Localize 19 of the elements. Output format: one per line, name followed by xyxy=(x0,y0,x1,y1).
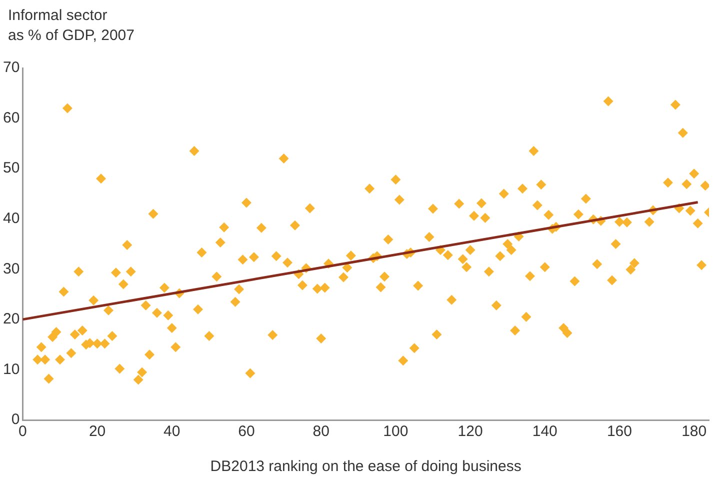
y-tick-label: 70 xyxy=(2,59,20,76)
y-tick-label: 40 xyxy=(2,210,20,227)
y-axis-title: Informal sector as % of GDP, 2007 xyxy=(8,6,134,46)
y-tick-label: 30 xyxy=(2,260,20,278)
y-tick-label: 0 xyxy=(11,411,20,428)
x-tick-label: 160 xyxy=(606,423,632,440)
y-tick-label: 60 xyxy=(2,109,20,126)
x-tick-label: 60 xyxy=(238,423,255,440)
x-tick-label: 100 xyxy=(383,423,408,440)
x-tick-label: 180 xyxy=(682,423,707,440)
x-tick-label: 120 xyxy=(458,423,483,440)
x-tick-label: 40 xyxy=(164,423,180,440)
x-tick-label: 80 xyxy=(312,423,330,440)
y-tick-label: 50 xyxy=(2,160,20,177)
x-tick-label: 20 xyxy=(88,423,106,440)
y-tick-label: 20 xyxy=(2,310,20,328)
x-axis-title: DB2013 ranking on the ease of doing business xyxy=(210,458,522,476)
y-tick-label: 10 xyxy=(2,360,20,378)
x-tick-label: 140 xyxy=(532,423,558,440)
